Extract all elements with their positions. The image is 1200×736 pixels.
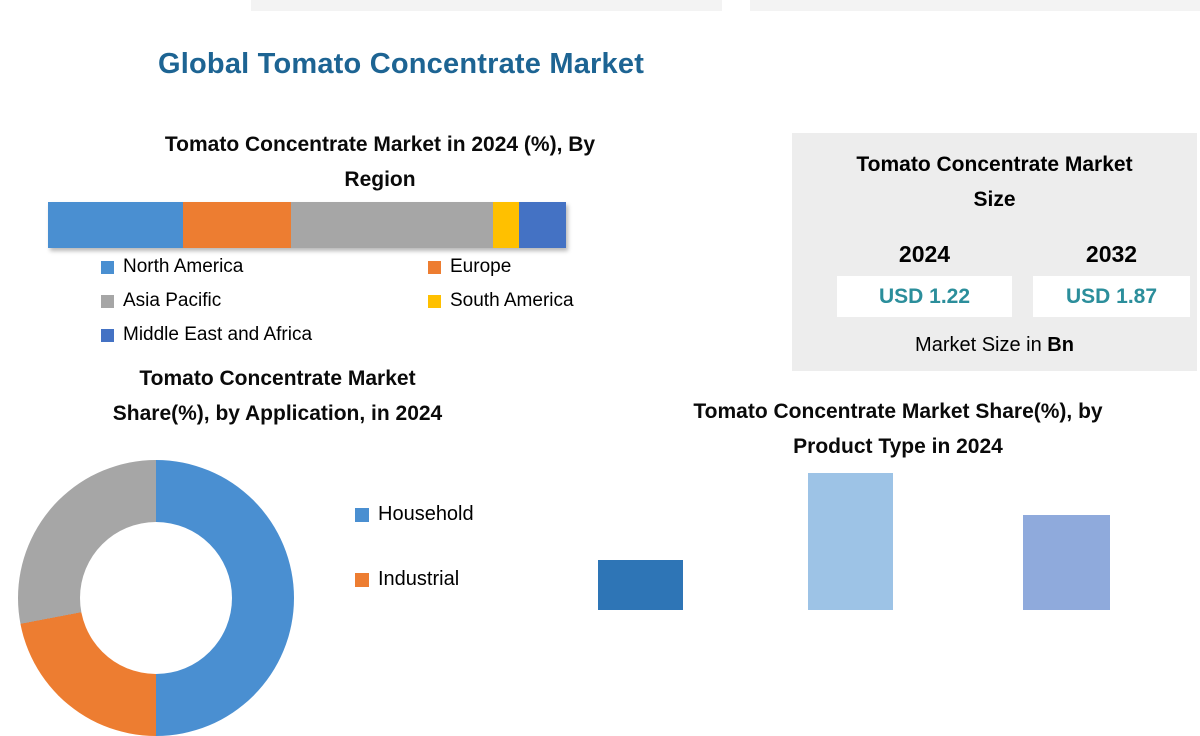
legend-label: South America xyxy=(450,290,574,311)
product-chart-title-line1: Tomato Concentrate Market Share(%), by xyxy=(693,400,1103,423)
legend-item: North America xyxy=(101,256,428,278)
application-chart-title: Tomato Concentrate Market Share(%), by A… xyxy=(40,361,515,431)
legend-item: Asia Pacific xyxy=(101,290,428,312)
market-size-title-line1: Tomato Concentrate Market xyxy=(856,153,1133,176)
region-bar-segment-3 xyxy=(291,202,494,248)
top-cropped-strip-right xyxy=(750,0,1200,11)
product-chart-title-line2: Product Type in 2024 xyxy=(793,435,1003,458)
legend-swatch-icon xyxy=(428,260,441,274)
market-size-title-line2: Size xyxy=(973,188,1016,211)
legend-label: Industrial xyxy=(378,568,460,590)
product-bar-2 xyxy=(808,473,893,610)
market-size-caption-unit: Bn xyxy=(1047,334,1074,356)
legend-item: Middle East and Africa xyxy=(101,324,428,346)
product-bar-3 xyxy=(1023,515,1110,610)
legend-label: Europe xyxy=(450,256,512,277)
product-bars xyxy=(598,473,1110,610)
legend-swatch-icon xyxy=(101,328,114,342)
application-chart-title-line1: Tomato Concentrate Market xyxy=(139,367,416,390)
market-size-value-2032: USD 1.87 xyxy=(1033,276,1190,317)
application-legend: Household Industrial xyxy=(355,503,474,591)
legend-item: Europe xyxy=(428,256,574,278)
market-size-year-2024: 2024 xyxy=(898,241,951,267)
top-cropped-strip-left xyxy=(251,0,722,11)
region-legend: North America Europe Asia Pacific South Ame… xyxy=(101,256,574,346)
region-bar-segment-2 xyxy=(182,202,292,248)
region-chart-title-line1: Tomato Concentrate Market in 2024 (%), B… xyxy=(164,133,596,156)
market-size-year-2032: 2032 xyxy=(1085,241,1138,267)
application-chart-title-line2: Share(%), by Application, in 2024 xyxy=(112,402,443,425)
market-size-panel: Tomato Concentrate Market Size 2024 2032… xyxy=(792,133,1197,371)
region-bar-segment-4 xyxy=(493,202,520,248)
market-size-caption-text: Market Size in xyxy=(915,334,1048,356)
legend-item: South America xyxy=(428,290,574,312)
region-chart-title-line2: Region xyxy=(344,168,416,191)
legend-swatch-icon xyxy=(355,572,369,587)
legend-label: Middle East and Africa xyxy=(123,324,313,345)
legend-swatch-icon xyxy=(428,294,441,308)
page-title: Global Tomato Concentrate Market xyxy=(158,48,645,80)
region-chart-title: Tomato Concentrate Market in 2024 (%), B… xyxy=(90,127,670,197)
product-chart-title: Tomato Concentrate Market Share(%), by P… xyxy=(610,394,1186,464)
legend-label: Household xyxy=(378,503,474,525)
region-bar-segment-5 xyxy=(519,202,567,248)
legend-item: Household xyxy=(355,503,474,526)
region-bar-segment-1 xyxy=(48,202,183,248)
infographic-page: { "page": { "main_title": "Global Tomato… xyxy=(18,0,1200,736)
legend-item: Industrial xyxy=(355,568,474,591)
market-size-title: Tomato Concentrate Market Size xyxy=(792,147,1197,217)
legend-swatch-icon xyxy=(101,260,114,274)
legend-label: North America xyxy=(123,256,244,277)
market-size-value-2024: USD 1.22 xyxy=(837,276,1012,317)
legend-swatch-icon xyxy=(101,294,114,308)
legend-label: Asia Pacific xyxy=(123,290,222,311)
legend-swatch-icon xyxy=(355,507,369,522)
product-bar-1 xyxy=(598,560,683,610)
market-size-caption: Market Size in Bn xyxy=(792,334,1197,357)
region-stacked-bar xyxy=(48,202,567,248)
